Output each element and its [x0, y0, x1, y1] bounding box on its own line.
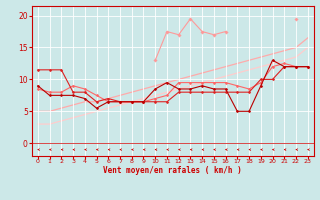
X-axis label: Vent moyen/en rafales ( km/h ): Vent moyen/en rafales ( km/h ): [103, 166, 242, 175]
